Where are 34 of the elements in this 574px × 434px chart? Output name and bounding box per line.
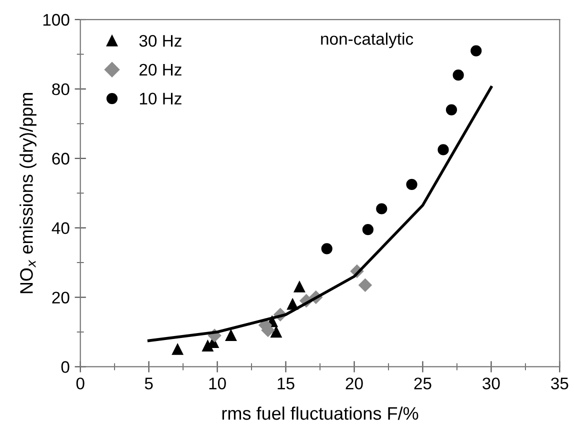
legend-label: 10 Hz (140, 92, 182, 105)
y-tick-label: 60 (52, 152, 70, 165)
legend-label: 30 Hz (139, 34, 182, 47)
point (446, 104, 458, 116)
point (358, 278, 372, 292)
point (287, 298, 298, 310)
x-tick-label: 25 (414, 378, 432, 390)
point (452, 70, 464, 81)
point (321, 243, 332, 254)
x-tick-label: 5 (144, 378, 153, 390)
x-axis-title: rms fuel fluctuations F/% (222, 406, 418, 420)
x-tick-label: 15 (278, 378, 294, 390)
annotation: non-catalytic (321, 32, 414, 48)
point (406, 178, 418, 190)
legend-label: 20 Hz (140, 64, 182, 76)
point (470, 45, 482, 56)
y-tick-label: 0 (61, 361, 70, 373)
y-tick-label: 20 (52, 292, 70, 304)
point (438, 144, 449, 156)
x-tick-label: 10 (209, 378, 226, 390)
x-tick-label: 35 (551, 378, 568, 390)
y-tick-label: 80 (52, 83, 70, 96)
x-tick-label: 20 (346, 378, 363, 390)
x-tick-label: 0 (76, 378, 84, 390)
y-tick-label: 100 (43, 14, 70, 26)
point (172, 344, 184, 355)
x-tick-label: 30 (482, 378, 500, 390)
y-tick-label: 40 (52, 222, 70, 234)
point (362, 224, 374, 236)
point (270, 326, 282, 338)
y-axis-title: NO$_{x}$ emissions (dry)/ppm (20, 93, 36, 294)
point (376, 203, 388, 214)
point (225, 330, 237, 342)
point (294, 281, 306, 292)
